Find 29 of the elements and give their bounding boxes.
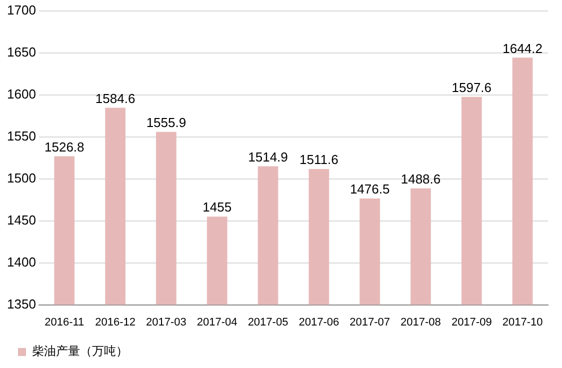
y-tick-label: 1450 <box>7 212 36 228</box>
y-tick-label: 1600 <box>7 86 36 102</box>
legend-label: 柴油产量（万吨） <box>32 344 128 358</box>
x-tick-label: 2017-09 <box>451 316 492 328</box>
data-label: 1584.6 <box>95 90 136 106</box>
x-tick-label: 2017-07 <box>350 316 390 328</box>
y-tick-label: 1650 <box>7 44 36 60</box>
y-tick-label: 1400 <box>7 254 36 270</box>
x-tick-label: 2017-03 <box>146 316 186 328</box>
data-label: 1514.9 <box>248 149 288 164</box>
data-label: 1511.6 <box>300 152 338 168</box>
x-tick-label: 2017-08 <box>400 316 441 328</box>
x-tick-label: 2017-04 <box>196 316 238 328</box>
x-tick-label: 2017-06 <box>298 316 340 328</box>
data-label: 1597.6 <box>452 80 492 95</box>
data-label: 1476.5 <box>350 182 390 197</box>
x-tick-label: 2017-05 <box>248 316 288 328</box>
x-tick-label: 2016-11 <box>44 316 84 328</box>
data-label: 1488.6 <box>400 171 441 186</box>
y-tick-label: 1550 <box>7 128 36 144</box>
y-tick-label: 1500 <box>7 170 36 186</box>
data-label: 1555.9 <box>146 114 186 130</box>
x-tick-label: 2016-12 <box>95 316 136 328</box>
y-tick-label: 1700 <box>7 2 36 18</box>
x-tick-label: 2017-10 <box>502 316 543 328</box>
data-label: 1644.2 <box>502 40 542 56</box>
data-label: 1455 <box>202 200 232 215</box>
y-tick-label: 1350 <box>7 296 36 312</box>
data-label: 1526.8 <box>44 139 84 154</box>
